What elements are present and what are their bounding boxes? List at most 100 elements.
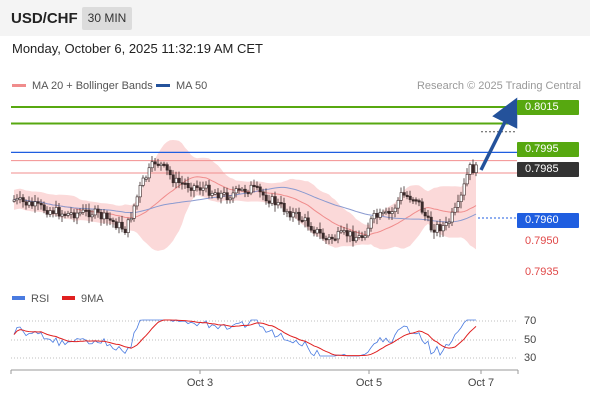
candle-bear: [318, 229, 322, 234]
candle-bull: [129, 218, 133, 221]
candle-bull: [33, 201, 37, 207]
candle-bull: [240, 188, 244, 191]
candle-bear: [426, 215, 430, 218]
candle-bull: [285, 211, 289, 214]
level-label-7935: 0.7935: [525, 266, 559, 278]
candle-bull: [327, 236, 331, 240]
candle-bear: [96, 208, 100, 213]
candle-bull: [276, 202, 280, 206]
candle-bull: [462, 183, 466, 196]
candle-bull: [366, 227, 370, 237]
candle-bull: [219, 192, 223, 199]
candle-bull: [48, 210, 52, 215]
candle-bear: [333, 238, 337, 241]
candle-bull: [78, 212, 82, 215]
candle-bear: [99, 212, 103, 220]
candle-bull: [315, 229, 319, 234]
candle-bear: [264, 194, 268, 202]
legend-rsi: RSI: [12, 293, 49, 305]
rsi-swatch: [12, 296, 25, 301]
ma50-swatch: [156, 83, 170, 87]
candle-bull: [294, 211, 298, 215]
level-label-7960: 0.7960: [517, 213, 579, 228]
candle-bull: [174, 177, 178, 184]
candle-bear: [345, 230, 349, 237]
candle-bear: [246, 192, 250, 195]
candle-bear: [321, 232, 325, 239]
candle-bear: [273, 196, 277, 206]
candle-bear: [42, 204, 46, 211]
candle-bull: [468, 164, 472, 175]
candle-bull: [141, 177, 145, 186]
candle-bull: [204, 184, 208, 189]
candle-bear: [195, 185, 199, 188]
candle-bear: [312, 229, 316, 234]
research-credit: Research © 2025 Trading Central: [416, 80, 581, 92]
current-price-label: 0.7985: [517, 162, 579, 177]
candle-bull: [303, 217, 307, 222]
candle-bear: [288, 211, 292, 218]
candle-bear: [177, 177, 181, 184]
candle-bear: [168, 169, 172, 176]
candle-bull: [222, 192, 226, 195]
candle-bear: [51, 210, 55, 214]
candle-bear: [414, 199, 418, 202]
candle-bull: [435, 224, 439, 233]
candle-bull: [372, 213, 376, 220]
candle-bear: [243, 188, 247, 193]
candle-bear: [183, 182, 187, 185]
candle-bear: [408, 195, 412, 200]
candle-bull: [453, 207, 457, 213]
chart-header: USD/CHF 30 MIN: [0, 0, 590, 36]
candle-bear: [429, 216, 433, 231]
candle-bull: [210, 192, 214, 196]
candle-bear: [306, 217, 310, 227]
candle-bear: [189, 187, 193, 191]
candle-bear: [216, 192, 220, 199]
candle-bear: [171, 174, 175, 184]
candle-bull: [144, 177, 148, 180]
rsi-ma-label: 9MA: [81, 293, 104, 305]
candle-bear: [255, 185, 259, 188]
candle-bull: [12, 199, 16, 202]
rsi-tick-30: 30: [524, 352, 537, 364]
candle-bear: [237, 188, 241, 191]
candle-bull: [447, 221, 451, 224]
candle-bull: [399, 192, 403, 201]
candle-bear: [282, 202, 286, 212]
timeframe-button[interactable]: 30 MIN: [82, 7, 132, 30]
candle-bear: [387, 210, 391, 214]
candle-bear: [279, 202, 283, 205]
price-levels: [11, 106, 517, 219]
candle-bull: [378, 212, 382, 218]
candle-bear: [120, 221, 124, 230]
candle-bear: [297, 211, 301, 221]
candle-bear: [45, 210, 49, 215]
candle-bull: [192, 185, 196, 191]
candle-bull: [291, 212, 295, 218]
candle-bear: [267, 200, 271, 204]
candle-bull: [138, 185, 142, 198]
candle-bull: [150, 161, 154, 169]
candle-bull: [390, 211, 394, 214]
candle-bear: [405, 194, 409, 198]
candle-bear: [300, 219, 304, 223]
candle-bull: [81, 209, 85, 213]
level-label-7950: 0.7950: [525, 235, 559, 247]
candle-bull: [54, 207, 58, 214]
candle-bear: [57, 207, 61, 217]
candle-bull: [69, 212, 73, 215]
candle-bull: [234, 188, 238, 194]
candle-bull: [231, 192, 235, 199]
candle-bear: [225, 192, 229, 201]
candle-bear: [39, 203, 43, 206]
candle-bull: [159, 163, 163, 166]
candle-bear: [423, 211, 427, 217]
candle-bear: [438, 224, 442, 232]
candle-bull: [249, 184, 253, 194]
candle-bear: [309, 226, 313, 231]
candle-bear: [351, 231, 355, 242]
candle-bull: [444, 222, 448, 226]
candle-bull: [354, 237, 358, 242]
